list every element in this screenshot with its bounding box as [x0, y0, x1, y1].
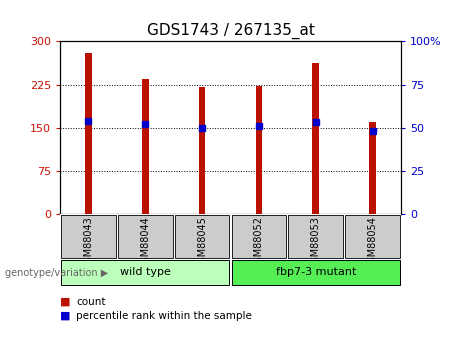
- Bar: [231, 260, 400, 285]
- Text: wild type: wild type: [120, 267, 171, 277]
- Bar: [85, 53, 92, 214]
- Title: GDS1743 / 267135_at: GDS1743 / 267135_at: [147, 22, 314, 39]
- Text: fbp7-3 mutant: fbp7-3 mutant: [276, 267, 356, 277]
- Bar: [345, 215, 400, 258]
- Bar: [231, 215, 286, 258]
- Bar: [61, 260, 230, 285]
- Bar: [289, 215, 343, 258]
- Bar: [369, 122, 376, 214]
- Bar: [61, 215, 116, 258]
- Bar: [313, 63, 319, 214]
- Text: GSM88054: GSM88054: [367, 216, 378, 269]
- Text: GSM88044: GSM88044: [140, 216, 150, 269]
- Text: ■: ■: [60, 311, 71, 321]
- Text: genotype/variation ▶: genotype/variation ▶: [5, 268, 108, 277]
- Text: GSM88053: GSM88053: [311, 216, 321, 269]
- Text: percentile rank within the sample: percentile rank within the sample: [76, 311, 252, 321]
- Text: GSM88043: GSM88043: [83, 216, 94, 269]
- Bar: [142, 79, 148, 214]
- Bar: [118, 215, 172, 258]
- Text: ■: ■: [60, 297, 71, 307]
- Text: GSM88052: GSM88052: [254, 216, 264, 269]
- Bar: [255, 86, 262, 214]
- Text: count: count: [76, 297, 106, 307]
- Text: GSM88045: GSM88045: [197, 216, 207, 269]
- Bar: [199, 87, 206, 214]
- Bar: [175, 215, 230, 258]
